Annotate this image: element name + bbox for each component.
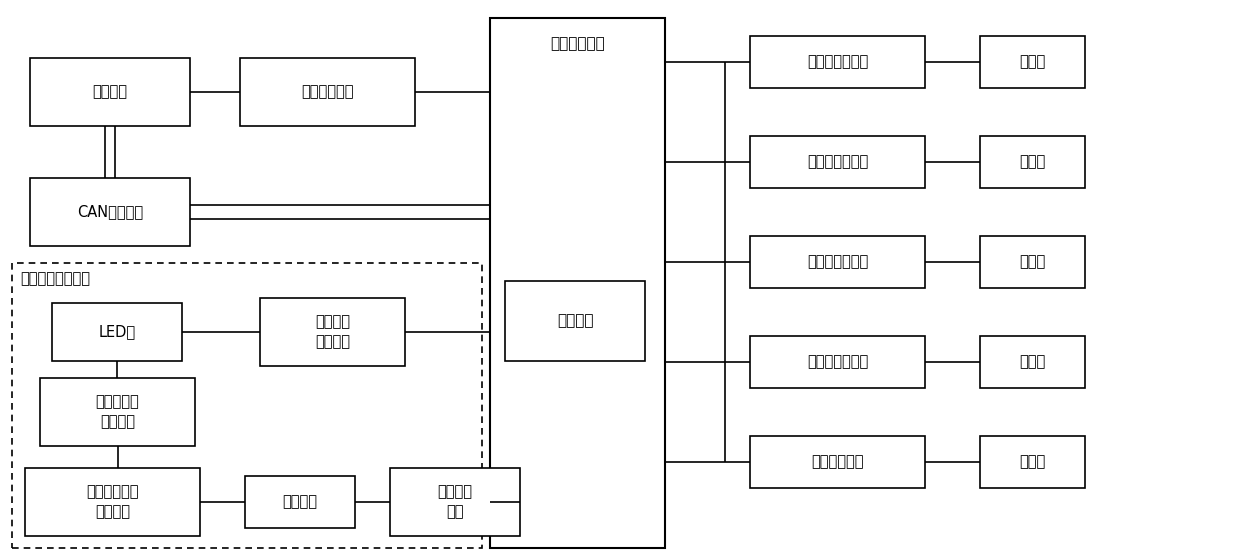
Text: 电磁阀驱动模块: 电磁阀驱动模块 (807, 155, 868, 170)
Bar (30, 58, 190, 126)
Text: 微控制器: 微控制器 (557, 314, 593, 329)
Text: 控制节点: 控制节点 (93, 85, 128, 100)
Bar (490, 18, 665, 548)
Text: 紫外灯: 紫外灯 (1019, 255, 1045, 270)
Text: 电磁阀: 电磁阀 (1019, 155, 1045, 170)
Text: 电源管理模块: 电源管理模块 (301, 85, 353, 100)
Bar (241, 58, 415, 126)
Text: 混合泵: 混合泵 (1019, 54, 1045, 70)
Text: 紫外灯驱动模块: 紫外灯驱动模块 (807, 255, 868, 270)
Bar (260, 298, 405, 366)
Bar (750, 436, 925, 488)
Bar (12, 263, 482, 548)
Bar (505, 281, 645, 361)
Bar (391, 468, 520, 536)
Bar (750, 136, 925, 188)
Text: 温度采集模块: 温度采集模块 (811, 454, 864, 469)
Text: LED灯: LED灯 (98, 325, 135, 340)
Bar (52, 303, 182, 361)
Bar (246, 476, 355, 528)
Text: 加热器: 加热器 (1019, 355, 1045, 370)
Bar (750, 36, 925, 88)
Text: 温度值: 温度值 (1019, 454, 1045, 469)
Bar (750, 336, 925, 388)
Bar (980, 36, 1085, 88)
Text: CAN通信模块: CAN通信模块 (77, 205, 143, 220)
Bar (980, 436, 1085, 488)
Text: 光源信号处理模块: 光源信号处理模块 (20, 271, 91, 286)
Bar (980, 236, 1085, 288)
Text: 恒流光源
驱动模块: 恒流光源 驱动模块 (315, 315, 350, 349)
Bar (980, 136, 1085, 188)
Bar (750, 236, 925, 288)
Text: 混合泵驱动模块: 混合泵驱动模块 (807, 54, 868, 70)
Bar (25, 468, 200, 536)
Text: 参数采集节点: 参数采集节点 (551, 36, 605, 51)
Bar (980, 336, 1085, 388)
Text: 光电二极管
驱动模块: 光电二极管 驱动模块 (95, 395, 139, 429)
Bar (40, 378, 195, 446)
Text: 模数转换
模块: 模数转换 模块 (438, 485, 472, 519)
Text: 滤波模块: 滤波模块 (283, 494, 317, 509)
Bar (30, 178, 190, 246)
Text: 信号两级反向
放大模块: 信号两级反向 放大模块 (87, 485, 139, 519)
Text: 加热器驱动模块: 加热器驱动模块 (807, 355, 868, 370)
